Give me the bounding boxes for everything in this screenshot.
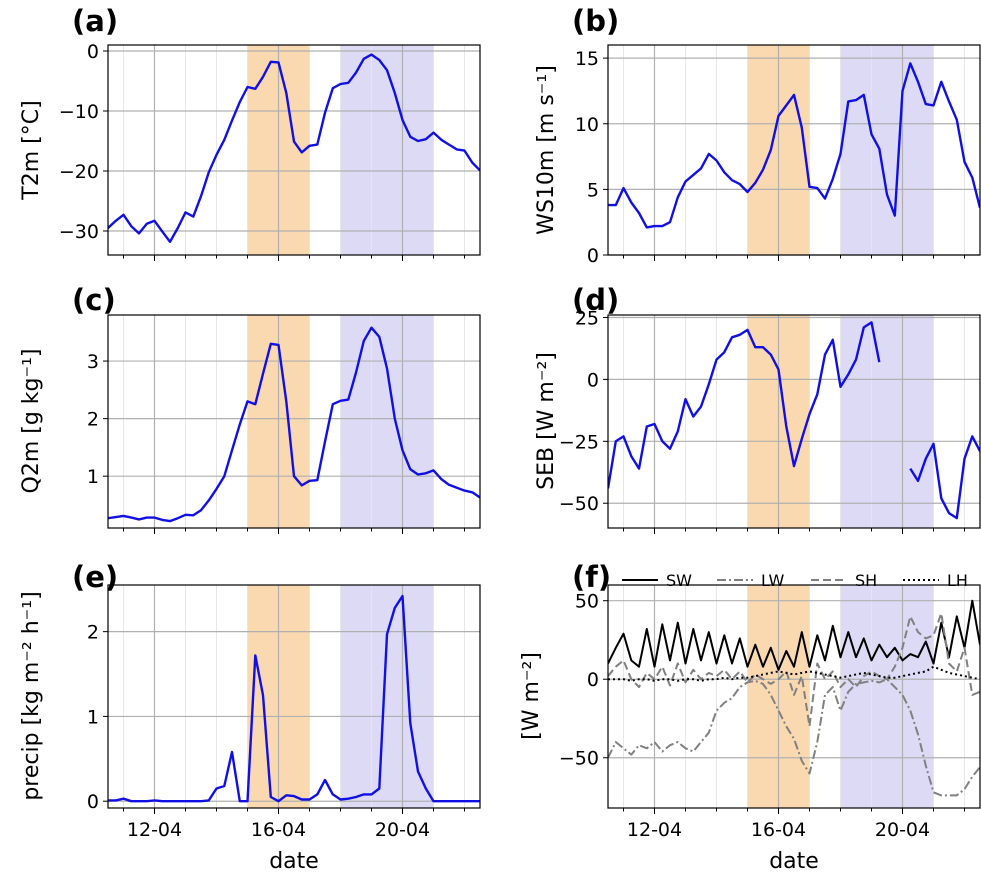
series-line-lw: [608, 678, 980, 797]
y-tick-label: −50: [559, 748, 599, 770]
plot-area: [608, 62, 980, 229]
x-tick-label: 12-04: [627, 819, 682, 841]
plot-area: [108, 594, 480, 803]
x-tick-label: 20-04: [375, 819, 430, 841]
y-tick-label: 10: [575, 114, 599, 136]
series-line: [108, 53, 480, 243]
y-axis-label: precip [kg m⁻² h⁻¹]: [19, 591, 44, 800]
series-line-sh: [608, 612, 980, 728]
series-line: [108, 594, 480, 803]
y-axis-label: Q2m [g kg⁻¹]: [19, 349, 44, 494]
chart-panel-0: 0 −10 −20 −30 T2m [°C] (a): [19, 4, 481, 261]
axes-frame: [107, 44, 481, 256]
y-tick-label: 0: [587, 245, 599, 267]
chart-panel-4: 0 1 2 12-04 16-04 20-04 precip [kg m⁻² h⁻¹] (e): [19, 560, 481, 841]
panel-letter: (b): [572, 4, 619, 38]
chart-panel-1: 0 5 10 15 WS10m [m s⁻¹] (b): [534, 4, 981, 267]
axes-frame: [607, 584, 981, 809]
y-tick-label: −30: [59, 221, 99, 243]
y-tick-label: 0: [587, 369, 599, 391]
y-tick-label: 0: [87, 791, 99, 813]
y-tick-label: −50: [559, 493, 599, 515]
y-axis-label: SEB [W m⁻²]: [534, 352, 559, 490]
panel-letter: (e): [72, 560, 118, 594]
plot-area: [608, 321, 980, 520]
y-tick-label: 0: [87, 41, 99, 63]
chart-panel-2: 1 2 3 Q2m [g kg⁻¹] (c): [19, 283, 481, 534]
axes-frame: [607, 314, 981, 529]
y-tick-label: −25: [559, 431, 599, 453]
legend-label-lh: LH: [947, 571, 968, 590]
axes-frame: [607, 44, 981, 256]
highlight-band-event-2: [840, 315, 934, 528]
legend-label-sh: SH: [855, 571, 877, 590]
x-tick-label: 16-04: [251, 819, 306, 841]
highlight-band-event-2: [840, 45, 934, 255]
y-axis-label: T2m [°C]: [19, 100, 44, 200]
y-tick-label: 2: [87, 409, 99, 431]
x-axis-label-left: date: [269, 849, 319, 874]
plot-area: [608, 599, 980, 797]
panel-letter: (a): [72, 4, 118, 38]
axes-frame: [107, 314, 481, 529]
x-tick-label: 12-04: [127, 819, 182, 841]
y-tick-label: 5: [587, 179, 599, 201]
x-tick-label: 20-04: [875, 819, 930, 841]
y-tick-label: 1: [87, 706, 99, 728]
plot-area: [108, 326, 480, 523]
y-tick-label: 50: [575, 591, 599, 613]
y-tick-label: 3: [87, 351, 99, 373]
panel-letter: (d): [572, 283, 619, 317]
highlight-band-event-2: [340, 315, 434, 528]
plot-area: [108, 53, 480, 243]
highlight-band-event-2: [840, 585, 934, 808]
legend: SW LW SH LH: [622, 571, 968, 590]
panel-letter: (f): [572, 560, 611, 594]
legend-label-lw: LW: [761, 571, 784, 590]
y-axis-label: WS10m [m s⁻¹]: [534, 65, 559, 235]
y-tick-label: 2: [87, 622, 99, 644]
y-tick-label: 1: [87, 466, 99, 488]
legend-label-sw: SW: [666, 571, 692, 590]
x-axis-label-right: date: [769, 849, 819, 874]
series-line-lh: [608, 665, 980, 682]
series-line: [608, 321, 980, 520]
y-axis-label: [W m⁻²]: [519, 652, 544, 740]
panel-letter: (c): [72, 283, 116, 317]
series-line: [108, 326, 480, 523]
y-tick-label: −20: [59, 161, 99, 183]
series-line-sw: [608, 599, 980, 671]
highlight-band-event-2: [340, 45, 434, 255]
chart-panel-5: 50 0 −50 12-04 16-04 20-04 [W m⁻²] (f) SW LW SH LH: [519, 560, 981, 841]
series-line: [608, 62, 980, 229]
y-tick-label: 25: [575, 307, 599, 329]
y-tick-label: −10: [59, 101, 99, 123]
y-tick-label: 0: [587, 669, 599, 691]
y-tick-label: 15: [575, 48, 599, 70]
x-tick-label: 16-04: [751, 819, 806, 841]
axes-frame: [107, 584, 481, 809]
